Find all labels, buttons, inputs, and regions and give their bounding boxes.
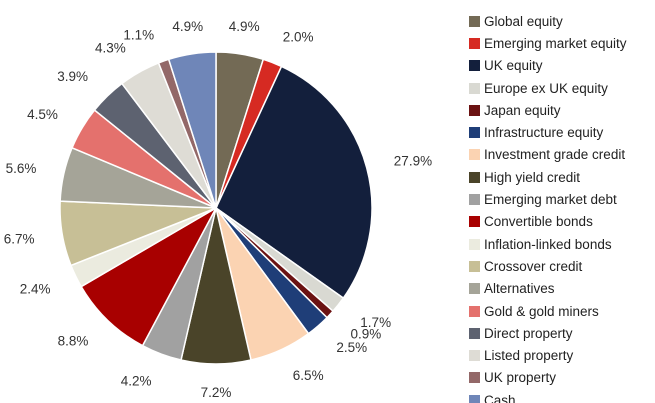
legend-swatch <box>469 305 480 317</box>
legend-swatch <box>469 37 480 49</box>
legend-entry: UK equity <box>469 55 655 77</box>
legend-label: Emerging market debt <box>484 192 617 208</box>
legend-entry: Investment grade credit <box>469 144 655 166</box>
slice-data-label: 4.3% <box>95 41 126 56</box>
slice-data-label: 1.7% <box>360 315 391 330</box>
slice-data-label: 5.6% <box>6 161 37 176</box>
legend-entry: Infrastructure equity <box>469 121 655 143</box>
slice-data-label: 6.7% <box>4 232 35 247</box>
legend-swatch <box>469 327 480 339</box>
legend-entry: Japan equity <box>469 99 655 121</box>
legend-entry: Cash <box>469 389 655 403</box>
slice-data-label: 2.5% <box>336 340 367 355</box>
slice-data-label: 3.9% <box>57 69 88 84</box>
legend-swatch <box>469 149 480 161</box>
legend-entry: Alternatives <box>469 278 655 300</box>
legend-entry: Inflation-linked bonds <box>469 233 655 255</box>
legend-label: Crossover credit <box>484 258 583 274</box>
legend-entry: Global equity <box>469 10 655 32</box>
slice-data-label: 8.8% <box>58 334 89 349</box>
slice-data-label: 4.2% <box>121 373 152 388</box>
slice-data-label: 4.5% <box>27 107 58 122</box>
legend-label: UK equity <box>484 58 543 74</box>
legend-swatch <box>469 394 480 403</box>
legend-entry: Convertible bonds <box>469 211 655 233</box>
pie-slice <box>215 65 373 300</box>
legend-label: Cash <box>484 392 516 403</box>
legend-swatch <box>469 238 480 250</box>
legend-label: Investment grade credit <box>484 147 626 163</box>
legend-label: High yield credit <box>484 169 581 185</box>
legend-swatch <box>469 283 480 295</box>
legend-label: Europe ex UK equity <box>484 80 608 96</box>
legend-entry: Emerging market debt <box>469 188 655 210</box>
legend-label: UK property <box>484 370 557 386</box>
legend-swatch <box>469 350 480 362</box>
legend-label: Global equity <box>484 13 563 29</box>
legend-swatch <box>469 104 480 116</box>
pie-slice <box>80 206 218 347</box>
legend-entry: Direct property <box>469 322 655 344</box>
legend-label: Listed property <box>484 348 574 364</box>
legend-entry: Listed property <box>469 344 655 366</box>
slice-data-label: 6.5% <box>293 368 324 383</box>
legend-entry: Crossover credit <box>469 255 655 277</box>
slice-data-label: 4.9% <box>172 19 203 34</box>
legend-swatch <box>469 60 480 72</box>
slice-data-label: 4.9% <box>229 19 260 34</box>
legend-swatch <box>469 15 480 27</box>
legend-label: Japan equity <box>484 102 561 118</box>
legend-label: Emerging market equity <box>484 35 627 51</box>
legend-swatch <box>469 216 480 228</box>
pie-chart: 4.9% 2.0% 27.9% 1.7%0.9%2.5% 6.5% 7.2% 4.2% 8.8… <box>4 19 432 400</box>
slice-data-label: 1.1% <box>123 28 154 43</box>
slice-data-label: 2.0% <box>283 30 314 45</box>
legend-entry: High yield credit <box>469 166 655 188</box>
legend-entry: Europe ex UK equity <box>469 77 655 99</box>
pie-slice <box>167 51 217 209</box>
legend-label: Alternatives <box>484 281 555 297</box>
legend-entry: UK property <box>469 367 655 389</box>
legend-swatch <box>469 171 480 183</box>
legend-entry: Emerging market equity <box>469 32 655 54</box>
legend-label: Convertible bonds <box>484 214 593 230</box>
legend-label: Direct property <box>484 325 573 341</box>
legend-swatch <box>469 372 480 384</box>
legend-label: Inflation-linked bonds <box>484 236 612 252</box>
legend-swatch <box>469 260 480 272</box>
legend-swatch <box>469 82 480 94</box>
slice-data-label: 2.4% <box>20 281 51 296</box>
slice-data-label: 27.9% <box>394 154 432 169</box>
legend-swatch <box>469 194 480 206</box>
legend-label: Infrastructure equity <box>484 125 604 141</box>
legend: Global equity Emerging market equity UK eq… <box>469 10 655 403</box>
legend-entry: Gold & gold miners <box>469 300 655 322</box>
legend-label: Gold & gold miners <box>484 303 599 319</box>
slice-data-label: 0.9% <box>351 327 382 342</box>
legend-swatch <box>469 127 480 139</box>
slice-data-label: 7.2% <box>201 385 232 400</box>
